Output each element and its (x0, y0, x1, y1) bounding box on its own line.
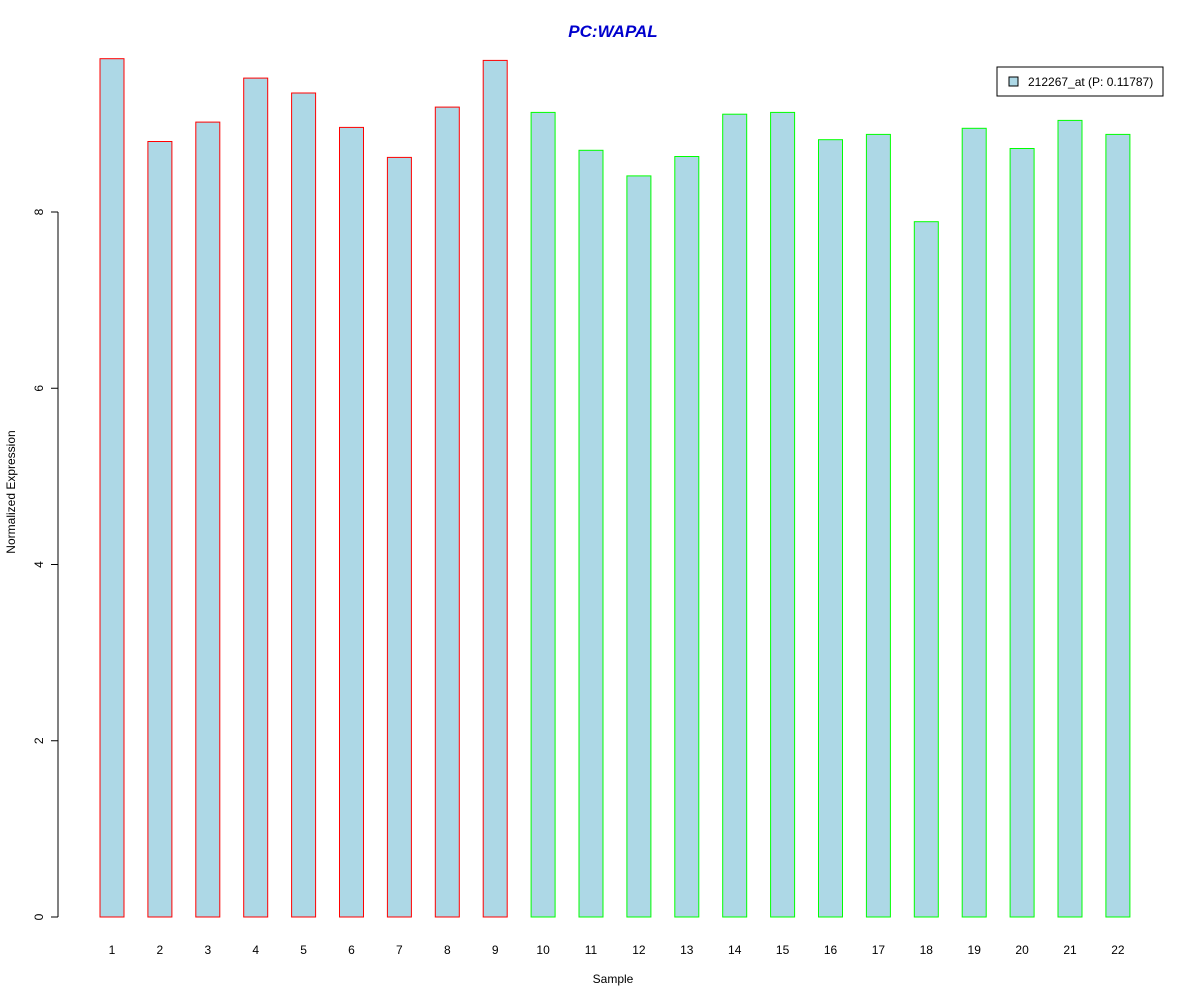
bar-sample-11 (578, 149, 604, 918)
y-axis: 0 2 4 6 8 (32, 208, 59, 920)
y-tick-label: 4 (32, 561, 46, 568)
x-tick-label: 11 (585, 943, 598, 957)
x-tick-label: 12 (632, 943, 646, 957)
bar-sample-4 (243, 77, 269, 918)
bar-sample-19 (961, 127, 987, 918)
x-tick-label: 7 (396, 943, 403, 957)
bar-sample-3 (195, 121, 221, 918)
bar-sample-21 (1057, 119, 1083, 918)
legend-entry-label: 212267_at (P: 0.11787) (1028, 75, 1153, 89)
x-tick-label: 16 (824, 943, 838, 957)
legend-swatch (1008, 76, 1019, 87)
bar-sample-1 (99, 58, 125, 918)
bar-sample-12 (626, 175, 652, 918)
y-tick-label: 6 (32, 385, 46, 392)
x-tick-label: 18 (920, 943, 934, 957)
x-tick-label: 19 (968, 943, 982, 957)
y-tick-label: 0 (32, 913, 46, 920)
x-tick-label: 2 (157, 943, 164, 957)
x-tick-label: 21 (1063, 943, 1077, 957)
y-tick-label: 2 (32, 737, 46, 744)
legend-box (996, 66, 1164, 97)
bar-sample-8 (434, 106, 460, 918)
bar-sample-2 (147, 141, 173, 918)
x-tick-label: 9 (492, 943, 499, 957)
x-tick-label: 4 (252, 943, 259, 957)
x-tick-label: 17 (872, 943, 886, 957)
bar-sample-9 (482, 59, 508, 918)
legend: 212267_at (P: 0.11787) (996, 66, 1164, 97)
x-tick-label: 22 (1111, 943, 1125, 957)
x-tick-label: 20 (1015, 943, 1029, 957)
bar-sample-5 (291, 92, 317, 918)
bar-sample-10 (530, 111, 556, 918)
x-tick-label: 14 (728, 943, 742, 957)
bar-sample-18 (913, 221, 939, 918)
x-tick-label: 6 (348, 943, 355, 957)
bar-sample-7 (386, 156, 412, 918)
bar-sample-17 (865, 133, 891, 918)
x-tick-label: 8 (444, 943, 451, 957)
y-tick-label: 8 (32, 208, 46, 215)
bar-sample-20 (1009, 148, 1035, 918)
bar-sample-13 (674, 156, 700, 918)
chart-title: PC:WAPAL (568, 22, 657, 41)
bar-sample-15 (770, 111, 796, 918)
x-tick-label: 13 (680, 943, 694, 957)
bar-sample-14 (722, 113, 748, 918)
bar-sample-22 (1105, 133, 1131, 918)
bar-sample-6 (339, 126, 364, 918)
x-tick-label: 5 (300, 943, 307, 957)
x-tick-labels: 1 2 3 4 5 6 7 8 9 10 11 12 13 14 15 16 17 18 19 20 21 22 (109, 943, 1125, 957)
x-tick-label: 3 (204, 943, 211, 957)
x-tick-label: 10 (536, 943, 550, 957)
x-axis-label: Sample (593, 972, 634, 986)
x-tick-label: 15 (776, 943, 790, 957)
x-tick-label: 1 (109, 943, 116, 957)
y-axis-label: Normalized Expression (4, 430, 18, 553)
bar-sample-16 (818, 139, 843, 918)
bars (99, 58, 1131, 918)
